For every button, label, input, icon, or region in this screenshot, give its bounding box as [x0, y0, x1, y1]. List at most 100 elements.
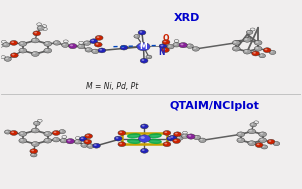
- Circle shape: [173, 43, 180, 47]
- Circle shape: [135, 35, 137, 36]
- Circle shape: [94, 144, 97, 146]
- Circle shape: [44, 41, 52, 46]
- Circle shape: [261, 145, 268, 149]
- Circle shape: [249, 142, 252, 143]
- Circle shape: [140, 124, 148, 129]
- Circle shape: [253, 52, 256, 54]
- Circle shape: [3, 43, 10, 47]
- Circle shape: [80, 42, 81, 43]
- Circle shape: [60, 138, 67, 143]
- Circle shape: [262, 146, 265, 147]
- Circle shape: [81, 143, 88, 147]
- Circle shape: [174, 40, 179, 43]
- Circle shape: [31, 52, 39, 56]
- Circle shape: [271, 51, 273, 53]
- Circle shape: [165, 131, 167, 133]
- Circle shape: [251, 29, 253, 30]
- Circle shape: [5, 130, 11, 134]
- Circle shape: [44, 48, 52, 53]
- Circle shape: [53, 41, 60, 45]
- Circle shape: [33, 39, 36, 41]
- Circle shape: [34, 32, 37, 33]
- Circle shape: [79, 41, 84, 44]
- Circle shape: [248, 129, 255, 134]
- Circle shape: [183, 131, 187, 134]
- Circle shape: [32, 154, 34, 155]
- Circle shape: [95, 35, 103, 40]
- Ellipse shape: [149, 134, 161, 138]
- Circle shape: [119, 131, 122, 133]
- Circle shape: [33, 31, 41, 36]
- Circle shape: [66, 139, 75, 144]
- Circle shape: [2, 40, 6, 43]
- Circle shape: [64, 40, 66, 42]
- Circle shape: [87, 144, 94, 148]
- Circle shape: [243, 37, 251, 42]
- Circle shape: [60, 130, 63, 132]
- Circle shape: [188, 45, 190, 46]
- Circle shape: [53, 137, 60, 142]
- Circle shape: [183, 132, 185, 133]
- Circle shape: [86, 48, 89, 50]
- Circle shape: [20, 42, 23, 44]
- Circle shape: [30, 149, 38, 154]
- Circle shape: [252, 51, 259, 56]
- Circle shape: [238, 139, 241, 140]
- Circle shape: [134, 34, 140, 38]
- Circle shape: [237, 132, 245, 137]
- Circle shape: [2, 41, 4, 42]
- Circle shape: [79, 45, 81, 47]
- Circle shape: [34, 121, 40, 125]
- Circle shape: [243, 49, 251, 54]
- Circle shape: [200, 139, 203, 140]
- Circle shape: [62, 43, 69, 47]
- Circle shape: [35, 122, 37, 124]
- Circle shape: [255, 121, 256, 122]
- Circle shape: [163, 131, 171, 135]
- Circle shape: [11, 131, 14, 133]
- Circle shape: [138, 135, 150, 142]
- Text: M: M: [140, 42, 147, 51]
- Circle shape: [179, 43, 187, 48]
- Circle shape: [249, 130, 252, 132]
- Circle shape: [118, 142, 126, 147]
- Circle shape: [140, 148, 148, 153]
- Circle shape: [10, 131, 18, 135]
- Circle shape: [174, 139, 177, 141]
- Circle shape: [94, 42, 102, 47]
- Circle shape: [31, 38, 39, 43]
- Circle shape: [93, 50, 95, 52]
- Circle shape: [91, 40, 94, 41]
- Circle shape: [31, 150, 34, 151]
- Circle shape: [167, 44, 174, 49]
- Circle shape: [119, 143, 122, 144]
- Circle shape: [11, 41, 14, 43]
- Circle shape: [194, 47, 196, 49]
- Circle shape: [142, 59, 144, 61]
- Circle shape: [146, 55, 152, 59]
- Circle shape: [245, 38, 247, 40]
- Circle shape: [1, 56, 6, 59]
- Circle shape: [260, 54, 262, 56]
- Circle shape: [97, 36, 99, 38]
- Ellipse shape: [128, 139, 140, 143]
- Circle shape: [161, 45, 163, 46]
- Text: M = Ni, Pd, Pt: M = Ni, Pd, Pt: [86, 82, 138, 91]
- Circle shape: [79, 136, 87, 141]
- Circle shape: [38, 23, 39, 24]
- Circle shape: [164, 41, 166, 42]
- Circle shape: [176, 136, 183, 140]
- Circle shape: [63, 40, 68, 43]
- Circle shape: [183, 135, 185, 136]
- Circle shape: [163, 49, 166, 50]
- Circle shape: [88, 145, 91, 146]
- Circle shape: [6, 131, 8, 132]
- Circle shape: [43, 28, 47, 31]
- Circle shape: [248, 141, 255, 146]
- Circle shape: [273, 142, 280, 146]
- Circle shape: [260, 133, 263, 135]
- Circle shape: [237, 138, 245, 143]
- Circle shape: [45, 139, 48, 141]
- Circle shape: [90, 39, 98, 44]
- Circle shape: [68, 139, 71, 141]
